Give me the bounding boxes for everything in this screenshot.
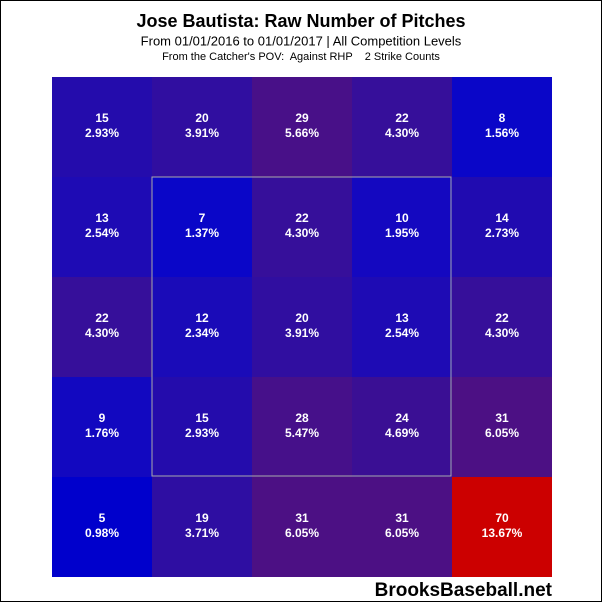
heat-cell	[252, 277, 352, 377]
count-label: 31	[295, 511, 309, 525]
percent-label: 1.56%	[485, 126, 519, 140]
heat-cell	[52, 377, 152, 477]
heat-cell	[52, 477, 152, 577]
count-label: 22	[395, 111, 409, 125]
chart-title: Jose Bautista: Raw Number of Pitches	[136, 11, 465, 31]
heat-cell	[252, 77, 352, 177]
percent-label: 4.30%	[85, 326, 119, 340]
heat-cell	[452, 177, 552, 277]
count-label: 31	[495, 411, 509, 425]
percent-label: 5.47%	[285, 426, 319, 440]
percent-label: 3.91%	[285, 326, 319, 340]
heat-cell	[252, 177, 352, 277]
heat-cell	[352, 377, 452, 477]
count-label: 20	[195, 111, 209, 125]
count-label: 15	[195, 411, 209, 425]
percent-label: 4.30%	[285, 226, 319, 240]
subtitle: From the Catcher's POV: Against RHP 2 St…	[162, 51, 440, 63]
count-label: 22	[495, 311, 509, 325]
count-label: 29	[295, 111, 309, 125]
heat-cell	[352, 77, 452, 177]
percent-label: 3.91%	[185, 126, 219, 140]
percent-label: 4.30%	[385, 126, 419, 140]
count-label: 24	[395, 411, 409, 425]
watermark: BrooksBaseball.net	[375, 580, 553, 601]
count-label: 12	[195, 311, 209, 325]
strike-zone	[151, 176, 452, 477]
heat-cell	[152, 277, 252, 377]
percent-label: 5.66%	[285, 126, 319, 140]
heat-cell	[352, 477, 452, 577]
count-label: 7	[199, 211, 206, 225]
percent-label: 2.73%	[485, 226, 519, 240]
percent-label: 6.05%	[485, 426, 519, 440]
percent-label: 3.71%	[185, 526, 219, 540]
percent-label: 1.76%	[85, 426, 119, 440]
count-label: 8	[499, 111, 506, 125]
heat-cell	[452, 277, 552, 377]
count-label: 13	[95, 211, 109, 225]
subtitle: From 01/01/2016 to 01/01/2017 | All Comp…	[141, 33, 462, 48]
percent-label: 0.98%	[85, 526, 119, 540]
heat-cell	[152, 77, 252, 177]
heat-cell	[52, 277, 152, 377]
heat-cell	[152, 477, 252, 577]
heat-cell	[252, 477, 352, 577]
heat-cell	[152, 177, 252, 277]
heat-cell	[452, 377, 552, 477]
count-label: 19	[195, 511, 209, 525]
heat-cell	[252, 377, 352, 477]
percent-label: 2.54%	[385, 326, 419, 340]
percent-label: 6.05%	[285, 526, 319, 540]
percent-label: 2.93%	[185, 426, 219, 440]
percent-label: 13.67%	[482, 526, 523, 540]
count-label: 28	[295, 411, 309, 425]
count-label: 10	[395, 211, 409, 225]
percent-label: 1.95%	[385, 226, 419, 240]
count-label: 22	[95, 311, 109, 325]
percent-label: 2.54%	[85, 226, 119, 240]
count-label: 20	[295, 311, 309, 325]
percent-label: 1.37%	[185, 226, 219, 240]
percent-label: 4.30%	[485, 326, 519, 340]
heat-cell	[52, 177, 152, 277]
count-label: 31	[395, 511, 409, 525]
count-label: 5	[99, 511, 106, 525]
count-label: 70	[495, 511, 509, 525]
count-label: 15	[95, 111, 109, 125]
heat-cell	[452, 477, 552, 577]
percent-label: 6.05%	[385, 526, 419, 540]
heat-cell	[452, 77, 552, 177]
percent-label: 4.69%	[385, 426, 419, 440]
heat-cell	[152, 377, 252, 477]
count-label: 9	[99, 411, 106, 425]
count-label: 22	[295, 211, 309, 225]
percent-label: 2.93%	[85, 126, 119, 140]
count-label: 14	[495, 211, 509, 225]
percent-label: 2.34%	[185, 326, 219, 340]
count-label: 13	[395, 311, 409, 325]
heat-cell	[352, 277, 452, 377]
heat-cell	[352, 177, 452, 277]
heat-cell	[52, 77, 152, 177]
